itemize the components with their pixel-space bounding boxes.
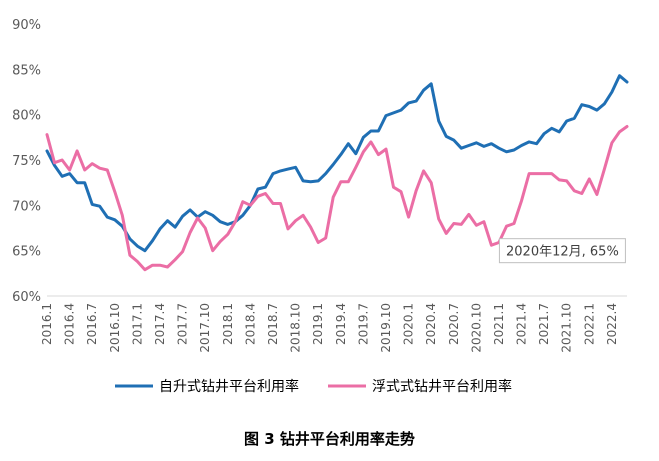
x-tick-label: 2018.1 xyxy=(221,303,235,345)
annotation-box xyxy=(498,238,626,264)
series-lines xyxy=(45,74,629,272)
x-tick-label: 2020.10 xyxy=(469,303,483,353)
y-tick-label: 80% xyxy=(12,109,41,124)
x-tick-label: 2016.1 xyxy=(40,303,54,345)
x-tick-label: 2017.10 xyxy=(198,303,212,353)
legend: 自升式钻井平台利用率 浮式式钻井平台利用率 xyxy=(115,378,512,395)
x-tick-label: 2021.10 xyxy=(560,303,574,353)
y-axis: 60% 65% 70% 75% 80% 85% 90% xyxy=(12,18,41,305)
line-chart: 60% 65% 70% 75% 80% 85% 90% 2016.1 2016.4 2016.7… xyxy=(12,18,629,395)
x-axis: 2016.1 2016.4 2016.7 2016.10 2017.1 2017.4 201… xyxy=(40,295,627,353)
x-tick-label: 2019.10 xyxy=(379,303,393,353)
x-tick-label: 2020.7 xyxy=(447,303,461,345)
x-tick-label: 2018.7 xyxy=(266,303,280,345)
x-tick-label: 2021.1 xyxy=(492,303,506,345)
x-tick-label: 2020.4 xyxy=(424,303,438,345)
figure-caption: 图 3 钻井平台利用率走势 xyxy=(244,430,415,448)
annotation: 2020年12月, 65% xyxy=(498,238,626,264)
x-tick-label: 2022.1 xyxy=(582,303,596,345)
x-tick-label: 2022.4 xyxy=(605,303,619,345)
legend-label-2: 浮式式钻井平台利用率 xyxy=(372,378,512,395)
y-tick-label: 90% xyxy=(12,18,41,33)
y-tick-label: 70% xyxy=(12,199,41,214)
x-tick-label: 2019.7 xyxy=(356,303,370,345)
y-tick-label: 60% xyxy=(12,290,41,305)
x-tick-label: 2018.10 xyxy=(289,303,303,353)
series-line-1 xyxy=(45,74,629,253)
y-tick-label: 65% xyxy=(12,245,41,260)
x-tick-label: 2016.7 xyxy=(85,303,99,345)
x-tick-label: 2019.1 xyxy=(311,303,325,345)
x-tick-label: 2017.7 xyxy=(176,303,190,345)
x-tick-label: 2016.10 xyxy=(108,303,122,353)
x-tick-label: 2017.1 xyxy=(130,303,144,345)
series-line-2 xyxy=(45,125,629,272)
y-tick-label: 85% xyxy=(12,63,41,78)
x-tick-label: 2021.7 xyxy=(537,303,551,345)
x-tick-label: 2021.4 xyxy=(515,303,529,345)
x-tick-label: 2017.4 xyxy=(153,303,167,345)
x-tick-label: 2019.4 xyxy=(334,303,348,345)
annotation-label: 2020年12月, 65% xyxy=(506,245,619,260)
legend-label-1: 自升式钻井平台利用率 xyxy=(159,378,299,395)
y-tick-label: 75% xyxy=(12,154,41,169)
x-tick-label: 2016.4 xyxy=(63,303,77,345)
x-tick-label: 2020.1 xyxy=(402,303,416,345)
x-tick-label: 2018.4 xyxy=(243,303,257,345)
